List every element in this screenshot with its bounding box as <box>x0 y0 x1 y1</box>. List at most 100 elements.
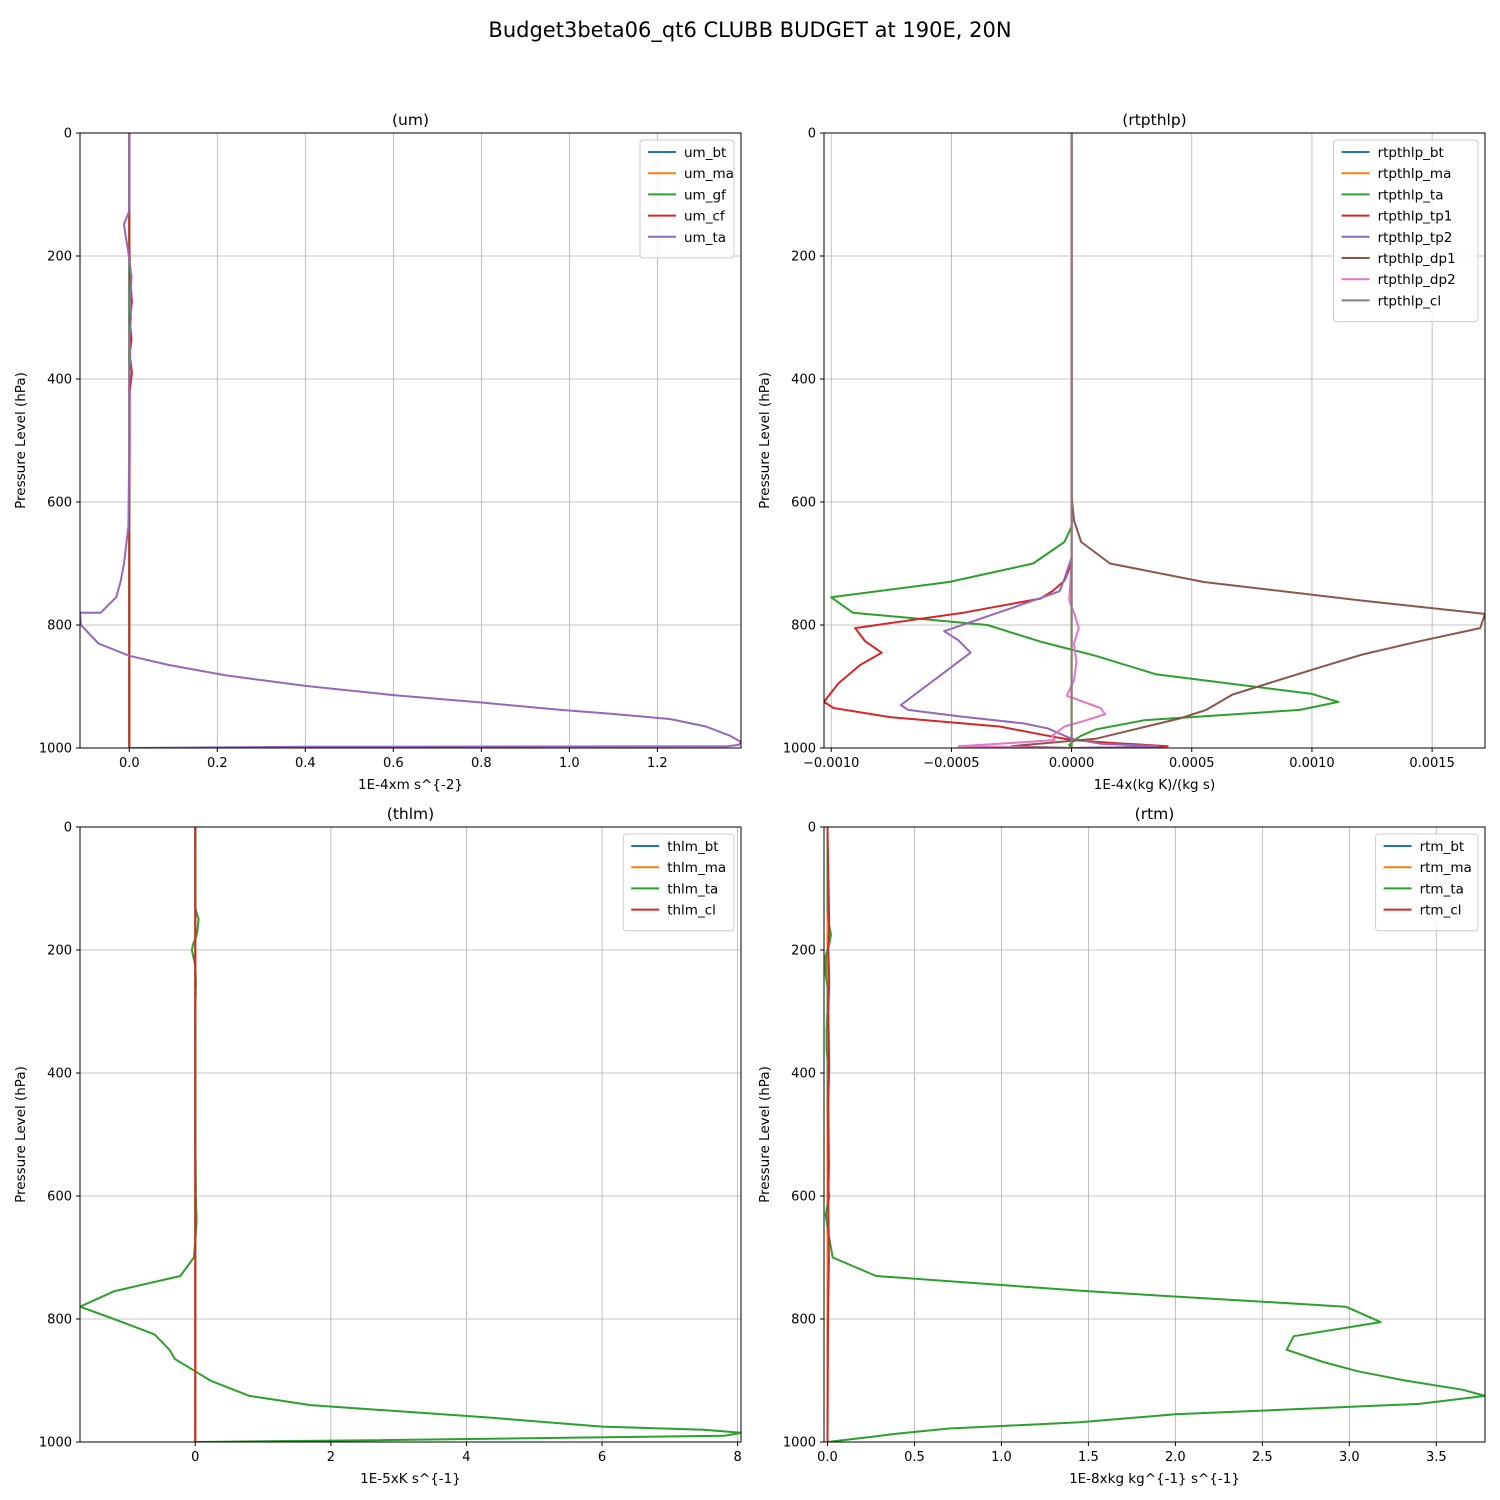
panel-1: −0.0010 −0.0005 0.0000 0.0005 0.0010 0.0015 0 2… <box>757 111 1486 793</box>
panel-title: (thlm) <box>387 805 434 823</box>
axes-frame <box>79 826 742 1443</box>
legend-label-rtpthlp_dp1: rtpthlp_dp1 <box>1378 251 1456 267</box>
x-tick-label: 4 <box>462 1450 470 1465</box>
series-line-rtm_cl <box>826 827 831 1442</box>
y-axis-label: Pressure Level (hPa) <box>13 1066 29 1203</box>
x-tick-label: 8 <box>733 1450 741 1465</box>
x-tick-label: 1.0 <box>991 1450 1012 1465</box>
y-tick-label: 1000 <box>783 1436 816 1451</box>
panel-title: (um) <box>392 111 429 129</box>
legend-label-rtpthlp_dp2: rtpthlp_dp2 <box>1378 272 1456 288</box>
y-tick-label: 200 <box>791 944 816 959</box>
legend-label-rtpthlp_bt: rtpthlp_bt <box>1378 145 1444 161</box>
x-tick-label: 0.0 <box>119 756 140 771</box>
y-tick-label: 0 <box>64 821 72 836</box>
series-group <box>80 827 741 1442</box>
y-tick-label: 600 <box>47 496 72 511</box>
x-tick-label: 0.0 <box>817 1450 838 1465</box>
legend-label-thlm_bt: thlm_bt <box>667 839 718 855</box>
legend-label-rtm_bt: rtm_bt <box>1420 839 1465 855</box>
x-tick-label: 0.5 <box>904 1450 925 1465</box>
x-tick-label: 2.0 <box>1165 1450 1186 1465</box>
legend-label-um_ta: um_ta <box>684 230 726 246</box>
legend-label-rtpthlp_tp1: rtpthlp_tp1 <box>1378 209 1453 225</box>
legend-label-rtpthlp_ma: rtpthlp_ma <box>1378 166 1452 182</box>
y-tick-label: 1000 <box>783 742 816 757</box>
y-tick-label: 200 <box>47 944 72 959</box>
x-tick-label: 2.5 <box>1252 1450 1273 1465</box>
series-group <box>80 133 741 748</box>
y-tick-label: 800 <box>791 619 816 634</box>
series-line-thlm_ta <box>80 827 741 1442</box>
x-tick-label: 0.0010 <box>1289 756 1335 771</box>
legend: rtm_bt rtm_ma rtm_ta rtm_cl <box>1375 833 1479 932</box>
x-axis-label: 1E-8xkg kg^{-1} s^{-1} <box>1069 1471 1240 1487</box>
series-line-rtpthlp_dp2 <box>957 133 1107 748</box>
x-tick-label: 0.4 <box>295 756 316 771</box>
y-tick-label: 0 <box>64 127 72 142</box>
x-axis-label: 1E-4xm s^{-2} <box>358 777 463 793</box>
y-axis-label: Pressure Level (hPa) <box>13 372 29 509</box>
series-line-rtpthlp_ta <box>830 133 1340 748</box>
x-tick-label: −0.0005 <box>923 756 979 771</box>
panel-title: (rtm) <box>1135 805 1175 823</box>
series-line-um_ta <box>80 133 741 748</box>
panel-title: (rtpthlp) <box>1122 111 1186 129</box>
x-tick-label: −0.0010 <box>803 756 859 771</box>
legend: um_bt um_ma um_gf um_cf um_ta <box>639 139 735 259</box>
series-line-rtpthlp_dp1 <box>1010 133 1485 748</box>
y-tick-label: 800 <box>47 1313 72 1328</box>
series-group <box>824 133 1485 748</box>
x-tick-label: 0 <box>191 1450 199 1465</box>
x-tick-label: 1.0 <box>559 756 580 771</box>
series-line-rtpthlp_tp2 <box>899 133 1160 748</box>
series-group <box>824 827 1485 1442</box>
legend-label-thlm_ma: thlm_ma <box>667 860 726 876</box>
x-tick-label: 0.0000 <box>1049 756 1095 771</box>
x-tick-label: 6 <box>598 1450 606 1465</box>
legend-label-um_bt: um_bt <box>684 145 726 161</box>
x-axis-label: 1E-5xK s^{-1} <box>360 1471 461 1487</box>
y-axis-label: Pressure Level (hPa) <box>757 1066 773 1203</box>
y-tick-label: 400 <box>791 1067 816 1082</box>
series-line-rtpthlp_tp1 <box>824 133 1169 748</box>
y-tick-label: 600 <box>791 1190 816 1205</box>
y-axis-label: Pressure Level (hPa) <box>757 372 773 509</box>
legend: thlm_bt thlm_ma thlm_ta thlm_cl <box>622 833 735 932</box>
x-tick-label: 3.0 <box>1339 1450 1360 1465</box>
y-tick-label: 0 <box>808 127 816 142</box>
y-tick-label: 600 <box>47 1190 72 1205</box>
legend: rtpthlp_bt rtpthlp_ma rtpthlp_ta rtpthlp_tp… <box>1333 139 1479 323</box>
y-tick-label: 200 <box>47 250 72 265</box>
axes-frame <box>823 132 1486 749</box>
y-tick-label: 800 <box>791 1313 816 1328</box>
legend-label-rtpthlp_tp2: rtpthlp_tp2 <box>1378 230 1453 246</box>
legend-box <box>1333 139 1479 323</box>
legend-label-um_ma: um_ma <box>684 166 734 182</box>
y-tick-label: 0 <box>808 821 816 836</box>
legend-label-um_gf: um_gf <box>684 187 727 203</box>
x-tick-label: 0.6 <box>383 756 404 771</box>
x-tick-label: 0.8 <box>471 756 492 771</box>
x-tick-label: 0.0015 <box>1409 756 1455 771</box>
y-tick-label: 800 <box>47 619 72 634</box>
y-tick-label: 400 <box>791 373 816 388</box>
y-tick-label: 600 <box>791 496 816 511</box>
axes-frame <box>823 826 1486 1443</box>
legend-label-rtm_ta: rtm_ta <box>1420 881 1464 897</box>
y-tick-label: 1000 <box>39 1436 72 1451</box>
figure-title: Budget3beta06_qt6 CLUBB BUDGET at 190E, … <box>488 18 1011 43</box>
legend-label-rtm_ma: rtm_ma <box>1420 860 1472 876</box>
x-tick-label: 0.0005 <box>1169 756 1215 771</box>
legend-label-um_cf: um_cf <box>684 209 726 225</box>
series-line-rtm_ta <box>824 827 1485 1442</box>
axes-frame <box>79 132 742 749</box>
legend-box <box>622 833 735 932</box>
legend-label-rtm_cl: rtm_cl <box>1420 903 1462 919</box>
legend-label-rtpthlp_cl: rtpthlp_cl <box>1378 293 1442 309</box>
x-tick-label: 1.2 <box>647 756 668 771</box>
x-tick-label: 2 <box>327 1450 335 1465</box>
x-tick-label: 0.2 <box>207 756 228 771</box>
legend-label-rtpthlp_ta: rtpthlp_ta <box>1378 187 1444 203</box>
